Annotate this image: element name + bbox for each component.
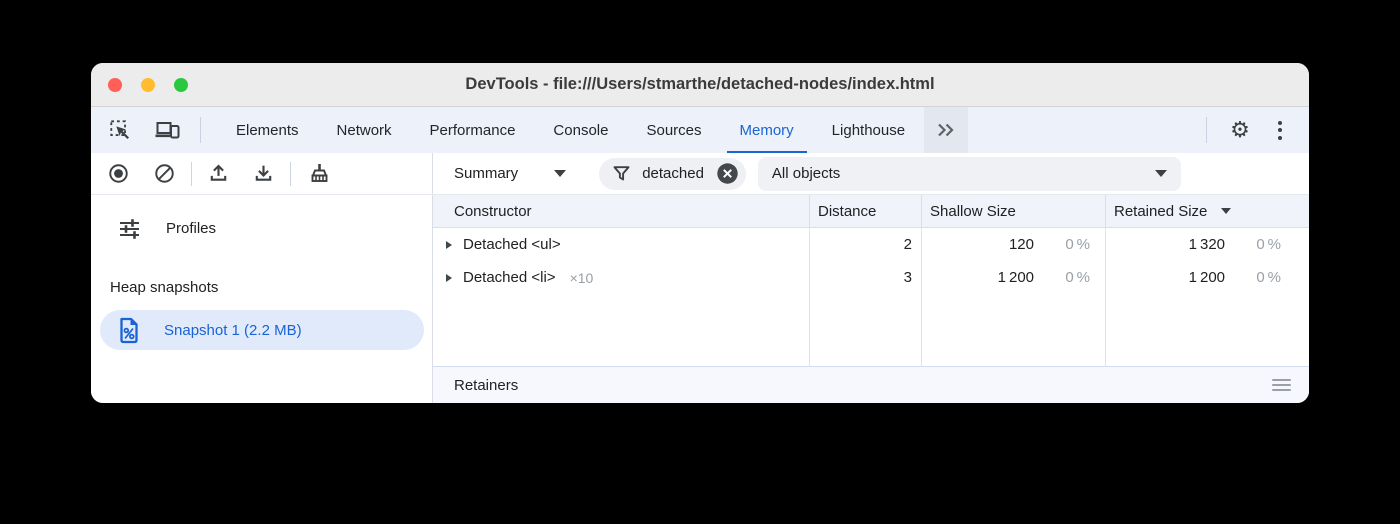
load-profile-icon[interactable] <box>207 162 230 185</box>
table-row-detached-ul[interactable]: Detached <ul> 2 120 0 % 1 320 0 % <box>433 228 1309 261</box>
titlebar: DevTools - file:///Users/stmarthe/detach… <box>91 63 1309 107</box>
sidebar-item-label: Profiles <box>166 219 217 237</box>
tab-console[interactable]: Console <box>553 121 609 139</box>
drawer-resize-handle-icon[interactable] <box>1270 375 1293 395</box>
distance-value: 2 <box>903 236 912 253</box>
filter-funnel-icon <box>613 166 630 181</box>
tab-lighthouse[interactable]: Lighthouse <box>831 121 906 139</box>
retained-size-percent: 0 % <box>1256 236 1281 253</box>
chevron-double-right-icon <box>938 123 954 137</box>
retained-size-value: 1 200 <box>1188 269 1225 286</box>
minimize-window-button[interactable] <box>141 78 155 92</box>
more-tabs-button[interactable] <box>924 107 969 153</box>
tabbar: Elements Network Performance Console Sou… <box>91 107 1309 153</box>
grid-header: Constructor Distance Shallow Size Retain… <box>433 195 1309 228</box>
column-divider <box>921 228 922 366</box>
shallow-size-percent: 0 % <box>1065 236 1090 253</box>
settings-gear-icon[interactable]: ⚙ <box>1230 117 1250 142</box>
tabbar-right-controls: ⚙ <box>1206 107 1309 153</box>
heap-snapshot-file-icon <box>120 317 138 343</box>
object-count: ×10 <box>569 269 594 286</box>
tabbar-divider <box>200 117 201 143</box>
inspect-element-icon[interactable] <box>109 119 131 141</box>
view-controls: Summary detached All objects <box>433 153 1309 194</box>
column-header-retained-size[interactable]: Retained Size <box>1106 195 1309 227</box>
retained-size-percent: 0 % <box>1256 269 1281 286</box>
sidebar-item-snapshot-1[interactable]: Snapshot 1 (2.2 MB) <box>100 310 424 350</box>
column-header-constructor[interactable]: Constructor <box>433 195 810 227</box>
constructor-name: Detached <ul> <box>463 236 561 253</box>
profile-actions <box>91 153 433 194</box>
retainers-drawer: Retainers <box>433 366 1309 403</box>
tab-elements[interactable]: Elements <box>236 121 299 139</box>
memory-panel-content: Profiles Heap snapshots Snapshot 1 (2.2 … <box>91 195 1309 403</box>
retainers-label: Retainers <box>454 376 519 394</box>
clear-filter-icon[interactable] <box>716 162 739 185</box>
chevron-down-icon <box>554 170 567 177</box>
object-scope-select-value: All objects <box>771 165 841 182</box>
constructor-name: Detached <li> <box>463 269 556 286</box>
column-divider <box>1105 228 1106 366</box>
record-heap-snapshot-icon[interactable] <box>107 162 130 185</box>
expand-arrow-icon[interactable] <box>446 273 452 282</box>
shallow-size-value: 120 <box>1008 236 1034 253</box>
heap-snapshot-view: Constructor Distance Shallow Size Retain… <box>433 195 1309 403</box>
close-window-button[interactable] <box>108 78 122 92</box>
save-profile-icon[interactable] <box>252 162 275 185</box>
object-scope-select[interactable]: All objects <box>757 156 1181 191</box>
tab-performance[interactable]: Performance <box>429 121 516 139</box>
tab-network[interactable]: Network <box>336 121 392 139</box>
column-header-shallow-size[interactable]: Shallow Size <box>922 195 1106 227</box>
zoom-window-button[interactable] <box>174 78 188 92</box>
chevron-down-icon <box>1154 170 1167 177</box>
memory-toolbar: Summary detached All objects <box>91 153 1309 195</box>
distance-value: 3 <box>903 269 912 286</box>
window-title: DevTools - file:///Users/stmarthe/detach… <box>465 75 935 93</box>
tab-memory[interactable]: Memory <box>721 107 813 153</box>
collect-garbage-broom-icon[interactable] <box>306 162 333 186</box>
traffic-lights <box>108 78 188 92</box>
snapshot-label: Snapshot 1 (2.2 MB) <box>164 321 302 339</box>
tune-sliders-icon <box>120 218 139 239</box>
perspective-select[interactable]: Summary <box>454 165 567 182</box>
retained-size-value: 1 320 <box>1188 236 1225 253</box>
shallow-size-percent: 0 % <box>1065 269 1090 286</box>
column-header-distance[interactable]: Distance <box>810 195 922 227</box>
customize-devtools-menu-icon[interactable] <box>1261 109 1299 151</box>
profiles-sidebar: Profiles Heap snapshots Snapshot 1 (2.2 … <box>91 195 433 403</box>
grid-body: Detached <ul> 2 120 0 % 1 320 0 % <box>433 228 1309 366</box>
class-filter-input[interactable]: detached <box>599 157 746 190</box>
tab-sources[interactable]: Sources <box>646 121 702 139</box>
sidebar-item-profiles[interactable]: Profiles <box>91 209 432 247</box>
heap-snapshots-heading: Heap snapshots <box>110 279 219 296</box>
expand-arrow-icon[interactable] <box>446 240 452 249</box>
shallow-size-value: 1 200 <box>997 269 1034 286</box>
table-row-detached-li[interactable]: Detached <li> ×10 3 1 200 0 % 1 200 0 % <box>433 261 1309 294</box>
devtools-window: DevTools - file:///Users/stmarthe/detach… <box>91 63 1309 403</box>
filter-input-value: detached <box>642 165 704 182</box>
clear-profiles-icon[interactable] <box>153 162 176 185</box>
column-divider <box>809 228 810 366</box>
perspective-select-value: Summary <box>454 165 519 182</box>
tabbar-right-divider <box>1206 117 1207 143</box>
sort-descending-icon <box>1221 208 1232 214</box>
device-toolbar-icon[interactable] <box>155 119 180 141</box>
